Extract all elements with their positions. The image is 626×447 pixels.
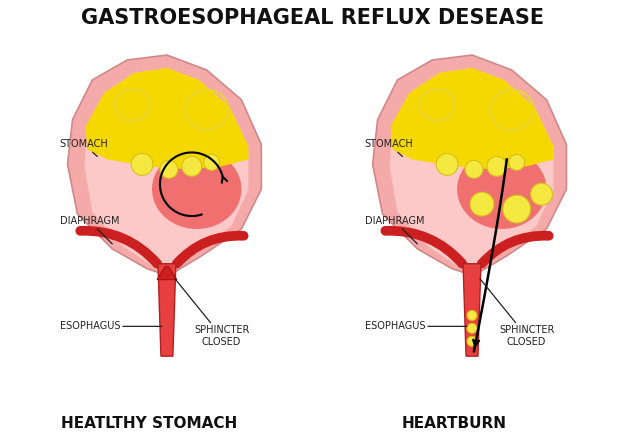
Polygon shape [391, 68, 553, 169]
Circle shape [487, 156, 507, 176]
Polygon shape [68, 55, 261, 274]
Ellipse shape [457, 149, 546, 229]
Circle shape [467, 323, 477, 333]
Polygon shape [85, 68, 249, 169]
Circle shape [203, 154, 220, 170]
Polygon shape [372, 55, 567, 274]
FancyArrowPatch shape [177, 236, 244, 264]
Text: ESOPHAGUS: ESOPHAGUS [365, 321, 467, 331]
FancyArrowPatch shape [482, 236, 549, 264]
Text: STOMACH: STOMACH [59, 139, 108, 156]
Ellipse shape [152, 149, 242, 229]
Text: ESOPHAGUS: ESOPHAGUS [59, 321, 162, 331]
FancyArrowPatch shape [80, 231, 157, 264]
Text: DIAPHRAGM: DIAPHRAGM [365, 216, 424, 244]
Circle shape [436, 153, 458, 175]
Text: STOMACH: STOMACH [365, 139, 413, 156]
Circle shape [465, 160, 483, 178]
FancyArrowPatch shape [386, 231, 462, 264]
Text: HEARTBURN: HEARTBURN [402, 416, 506, 431]
Text: SPHINCTER
CLOSED: SPHINCTER CLOSED [480, 278, 555, 347]
Circle shape [531, 183, 553, 205]
Polygon shape [389, 68, 553, 271]
Circle shape [467, 311, 477, 320]
Circle shape [131, 153, 153, 175]
Circle shape [182, 156, 202, 176]
Circle shape [509, 154, 525, 170]
Polygon shape [157, 267, 177, 280]
Polygon shape [158, 264, 176, 356]
Circle shape [160, 160, 178, 178]
Polygon shape [85, 68, 249, 271]
Text: DIAPHRAGM: DIAPHRAGM [59, 216, 119, 244]
Circle shape [503, 195, 531, 223]
Text: HEATLTHY STOMACH: HEATLTHY STOMACH [61, 416, 237, 431]
Text: GASTROESOPHAGEAL REFLUX DESEASE: GASTROESOPHAGEAL REFLUX DESEASE [81, 8, 545, 28]
Circle shape [470, 192, 494, 216]
Text: SPHINCTER
CLOSED: SPHINCTER CLOSED [175, 278, 249, 347]
Circle shape [467, 336, 477, 346]
Polygon shape [463, 264, 481, 356]
